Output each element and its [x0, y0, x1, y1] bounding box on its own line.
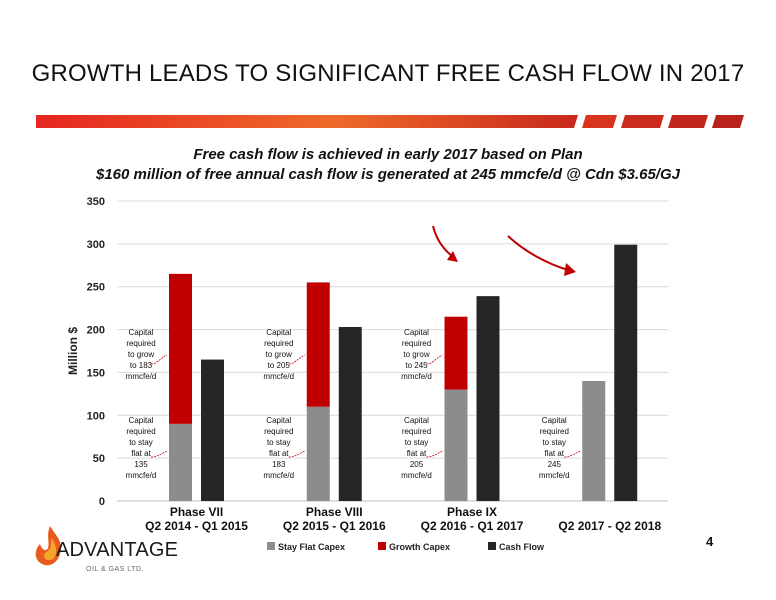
- annotation-stay-flat-text: Capital: [266, 416, 291, 425]
- x-tick-label: Q2 2017 - Q2 2018: [558, 519, 661, 533]
- bar-cash-flow: [614, 244, 638, 501]
- annotation-stay-flat-text: flat at: [544, 449, 564, 458]
- annotation-stay-flat-text: mmcfe/d: [401, 471, 432, 480]
- annotation-stay-flat-text: 135: [134, 460, 148, 469]
- y-tick-label: 150: [87, 367, 105, 379]
- bar-growth-capex: [169, 273, 192, 424]
- legend-swatch: [378, 542, 386, 550]
- company-logo-subtext: OIL & GAS LTD.: [86, 566, 144, 573]
- annotation-growth-text: mmcfe/d: [126, 372, 157, 381]
- annotation-arrow: [150, 450, 168, 458]
- y-axis-label: Million $: [66, 327, 80, 375]
- bar-growth-capex: [306, 282, 330, 407]
- bar-stay-flat-capex: [444, 389, 468, 501]
- bar-cash-flow: [338, 327, 362, 501]
- annotation-arrow: [426, 354, 443, 365]
- annotation-growth-text: Capital: [266, 328, 291, 337]
- emphasis-arrowhead: [447, 251, 458, 262]
- annotation-arrow: [288, 354, 305, 365]
- annotation-growth-text: Capital: [404, 328, 429, 337]
- legend-label: Growth Capex: [389, 542, 450, 552]
- annotation-growth-text: mmcfe/d: [401, 372, 432, 381]
- legend-label: Cash Flow: [499, 542, 545, 552]
- annotation-stay-flat-text: 183: [272, 460, 286, 469]
- annotation-stay-flat-text: Capital: [129, 416, 154, 425]
- annotation-stay-flat-text: mmcfe/d: [263, 471, 294, 480]
- bar-cash-flow: [201, 359, 224, 501]
- annotation-arrow: [426, 450, 443, 458]
- annotation-stay-flat-text: to stay: [405, 438, 429, 447]
- x-tick-label: Q2 2014 - Q1 2015: [145, 519, 248, 533]
- bar-growth-capex: [444, 316, 468, 390]
- annotation-growth-text: to grow: [128, 350, 154, 359]
- annotation-stay-flat-text: flat at: [407, 449, 427, 458]
- slide-title: GROWTH LEADS TO SIGNIFICANT FREE CASH FL…: [31, 60, 745, 87]
- annotation-stay-flat-text: mmcfe/d: [126, 471, 157, 480]
- annotation-stay-flat-text: mmcfe/d: [539, 471, 570, 480]
- annotation-growth-text: to 205: [268, 361, 291, 370]
- annotation-stay-flat-text: required: [264, 427, 293, 436]
- annotation-stay-flat-text: to stay: [542, 438, 566, 447]
- bar-cash-flow: [476, 296, 500, 501]
- y-tick-label: 250: [87, 282, 105, 294]
- annotation-growth-text: to 245: [405, 361, 428, 370]
- annotation-growth-text: required: [402, 339, 431, 348]
- annotation-growth-text: to 183: [130, 361, 153, 370]
- annotation-arrow: [288, 450, 305, 458]
- x-tick-label: Q2 2015 - Q1 2016: [283, 519, 386, 533]
- y-tick-label: 300: [87, 239, 105, 251]
- annotation-growth-text: to grow: [403, 350, 429, 359]
- annotation-growth-text: mmcfe/d: [263, 372, 294, 381]
- annotation-stay-flat-text: required: [540, 427, 569, 436]
- annotation-stay-flat-text: required: [126, 427, 155, 436]
- annotation-stay-flat-text: to stay: [129, 438, 153, 447]
- phase-label: Phase VII: [170, 505, 223, 519]
- annotation-stay-flat-text: 205: [410, 460, 424, 469]
- annotation-stay-flat-text: flat at: [269, 449, 289, 458]
- annotation-stay-flat-text: required: [402, 427, 431, 436]
- x-tick-label: Q2 2016 - Q1 2017: [421, 519, 524, 533]
- legend-swatch: [267, 542, 275, 550]
- annotation-growth-text: required: [264, 339, 293, 348]
- phase-label: Phase IX: [447, 505, 497, 519]
- y-tick-label: 100: [87, 410, 105, 422]
- y-tick-label: 350: [87, 196, 105, 208]
- company-logo-text: ADVANTAGE: [56, 539, 179, 561]
- annotation-stay-flat-text: to stay: [267, 438, 291, 447]
- annotation-growth-text: to grow: [266, 350, 292, 359]
- bar-stay-flat-capex: [306, 406, 330, 501]
- chart-title-line-2: $160 million of free annual cash flow is…: [96, 166, 680, 183]
- annotation-stay-flat-text: 245: [548, 460, 562, 469]
- annotation-arrow: [564, 450, 581, 458]
- y-tick-label: 200: [87, 325, 105, 337]
- emphasis-arrow: [507, 235, 569, 271]
- legend-label: Stay Flat Capex: [278, 542, 345, 552]
- y-tick-label: 50: [93, 453, 105, 465]
- bar-stay-flat-capex: [169, 423, 192, 501]
- annotation-stay-flat-text: flat at: [131, 449, 151, 458]
- annotation-growth-text: required: [126, 339, 155, 348]
- legend-swatch: [488, 542, 496, 550]
- annotation-stay-flat-text: Capital: [542, 416, 567, 425]
- annotation-arrow: [150, 354, 168, 365]
- y-tick-label: 0: [99, 496, 105, 508]
- phase-label: Phase VIII: [306, 505, 363, 519]
- emphasis-arrow: [432, 225, 453, 257]
- annotation-stay-flat-text: Capital: [404, 416, 429, 425]
- advantage-flame-logo-icon: [35, 526, 62, 566]
- annotation-growth-text: Capital: [129, 328, 154, 337]
- chart-title-line-1: Free cash flow is achieved in early 2017…: [193, 146, 583, 163]
- bar-stay-flat-capex: [582, 381, 606, 501]
- emphasis-arrowhead: [564, 263, 576, 276]
- page-number: 4: [706, 534, 714, 549]
